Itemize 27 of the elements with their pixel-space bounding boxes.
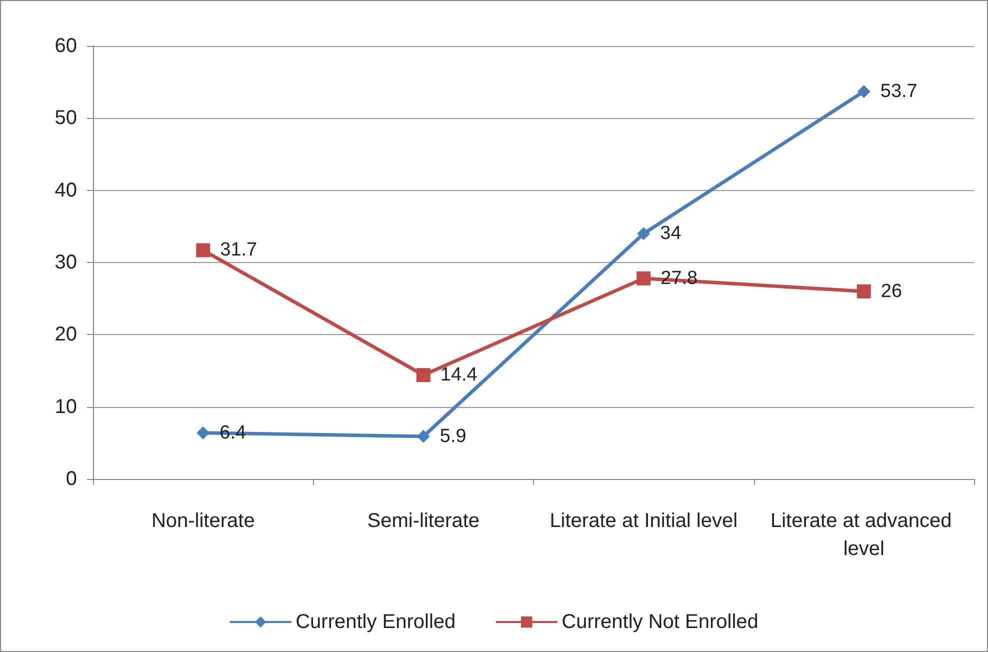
y-tick-label: 0	[66, 468, 77, 490]
x-tick-label: Literate at advanced level	[770, 510, 958, 560]
legend-label: Currently Enrolled	[296, 611, 456, 633]
point	[416, 368, 430, 382]
data-label: 26	[880, 280, 902, 302]
point	[637, 227, 650, 240]
point	[196, 426, 210, 440]
point	[416, 430, 430, 443]
x-tick-label: Non-literate	[151, 510, 255, 532]
point	[857, 84, 870, 98]
point	[196, 243, 210, 258]
data-label: 34	[660, 223, 682, 244]
data-label: 5.9	[440, 426, 466, 447]
data-label: 53.7	[880, 80, 918, 102]
x-tick-label: Literate at Initial level	[550, 510, 738, 532]
x-tick-label: Semi-literate	[367, 510, 480, 532]
y-tick-label: 20	[54, 324, 77, 346]
legend-label: Currently Not Enrolled	[562, 611, 758, 633]
y-tick-label: 30	[54, 252, 77, 274]
y-tick-label: 60	[54, 35, 77, 57]
data-label: 14.4	[440, 364, 478, 386]
point	[636, 271, 651, 286]
data-label: 31.7	[220, 240, 258, 261]
y-tick-label: 40	[54, 179, 77, 202]
point	[856, 284, 871, 298]
y-tick-label: 10	[54, 396, 77, 418]
y-tick-label: 50	[54, 107, 77, 130]
